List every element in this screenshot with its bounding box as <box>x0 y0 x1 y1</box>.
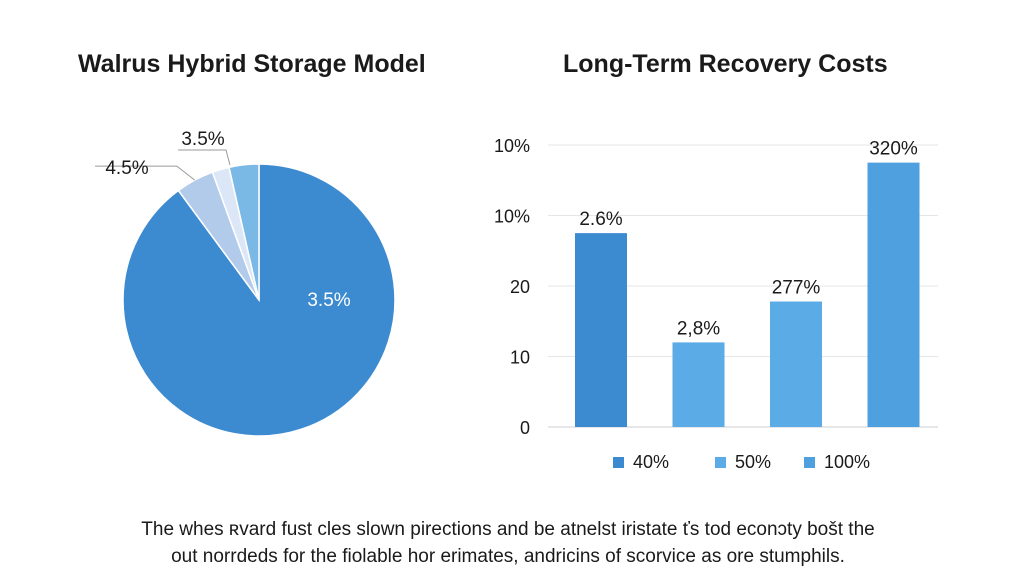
bar-value-label-2: 277% <box>772 278 821 299</box>
caption-line-2: out norrdeds for the fiolable hor erimat… <box>171 546 845 567</box>
bar-value-label-3: 320% <box>869 139 918 160</box>
pie-leader-3 <box>178 149 231 165</box>
legend-swatch-2 <box>804 457 815 468</box>
legend-label-2: 100% <box>824 452 870 472</box>
legend-swatch-0 <box>613 457 624 468</box>
y-tick-label: 20 <box>510 277 530 297</box>
bar-value-label-1: 2,8% <box>677 318 720 339</box>
bar-2 <box>770 301 822 427</box>
pie-chart-title: Walrus Hybrid Storage Model <box>78 50 426 78</box>
bar-1 <box>672 342 725 427</box>
caption-line-1: The whes ʀvard fust cles slown pirection… <box>141 519 875 540</box>
y-tick-label: 0 <box>520 418 530 438</box>
bar-3 <box>867 162 920 427</box>
bar-value-label-0: 2.6% <box>579 209 622 230</box>
bar-0 <box>575 233 627 427</box>
pie-label-main: 3.5% <box>307 290 350 311</box>
y-tick-label: 10% <box>494 207 530 227</box>
y-tick-label: 10 <box>510 348 530 368</box>
y-tick-label: 10% <box>494 136 530 156</box>
legend-swatch-1 <box>715 457 726 468</box>
pie-slice-3 <box>228 163 260 301</box>
legend-label-0: 40% <box>633 452 669 472</box>
bar-chart-title: Long-Term Recovery Costs <box>563 50 888 78</box>
pie-label-4-5: 4.5% <box>105 158 148 179</box>
pie-chart: 3.5% 4.5% 3.5% <box>95 129 396 437</box>
bar-chart: 0 10 20 10% 10% 2.6% 2,8% 277% 320% 40% 50% 100% <box>494 136 938 472</box>
pie-label-3-5: 3.5% <box>181 129 224 150</box>
legend-label-1: 50% <box>735 452 771 472</box>
caption: The whes ʀvard fust cles slown pirection… <box>0 516 1016 570</box>
pie-leader-1 <box>95 165 196 181</box>
